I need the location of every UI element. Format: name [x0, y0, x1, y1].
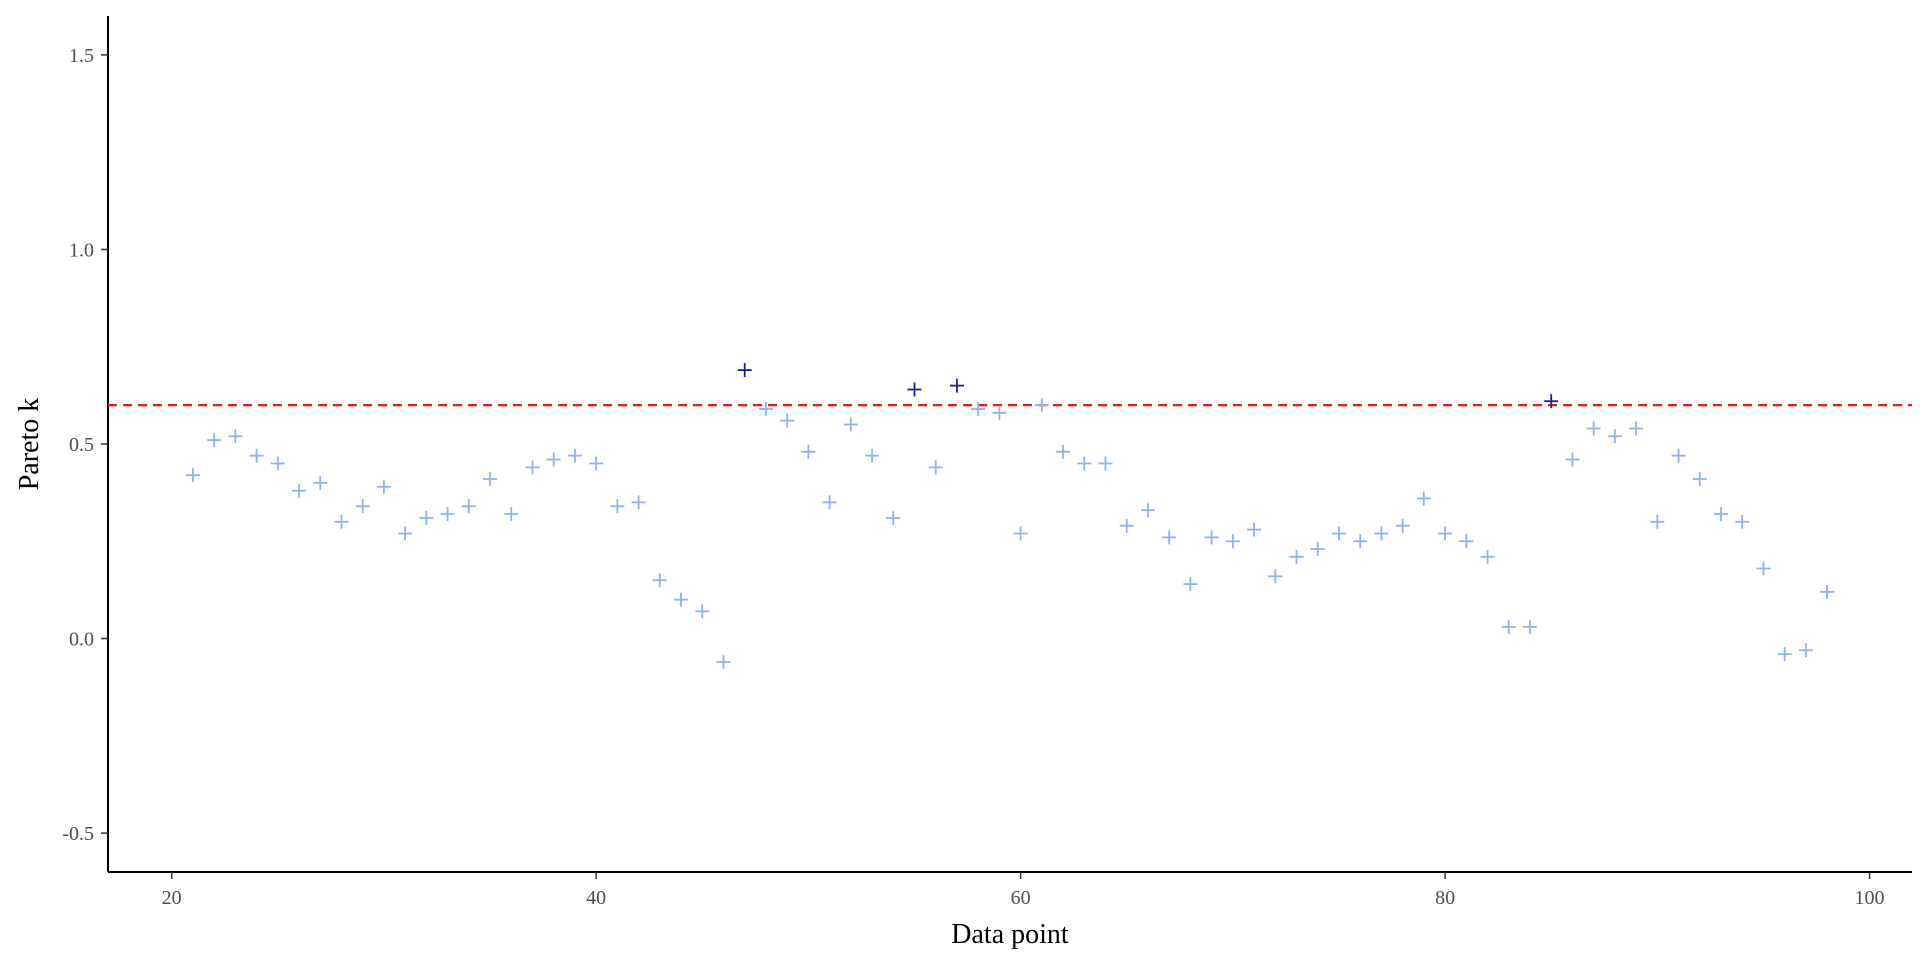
y-tick-label: 1.0: [69, 239, 94, 261]
data-point: [1225, 534, 1240, 549]
data-point: [801, 444, 816, 459]
data-point: [1586, 421, 1601, 436]
data-point: [1798, 643, 1813, 658]
data-point: [589, 456, 604, 471]
data-point: [1331, 526, 1346, 541]
data-point: [185, 468, 200, 483]
data-point: [758, 401, 773, 416]
data-point: [228, 429, 243, 444]
data-point: [1459, 534, 1474, 549]
data-point: [1438, 526, 1453, 541]
data-point: [1310, 542, 1325, 557]
data-point: [780, 413, 795, 428]
y-tick-label: 1.5: [69, 45, 94, 67]
data-point: [483, 472, 498, 487]
data-point: [1650, 514, 1665, 529]
data-point: [1777, 647, 1792, 662]
data-point: [419, 510, 434, 525]
data-point: [398, 526, 413, 541]
data-point: [355, 499, 370, 514]
data-point: [1034, 398, 1049, 413]
data-point: [440, 507, 455, 522]
data-point: [249, 448, 264, 463]
y-tick-label: -0.5: [62, 823, 94, 845]
data-point: [652, 573, 667, 588]
data-point: [1013, 526, 1028, 541]
data-point: [1629, 421, 1644, 436]
data-point: [928, 460, 943, 475]
data-point: [886, 510, 901, 525]
data-point: [1544, 394, 1559, 409]
data-point: [843, 417, 858, 432]
data-point: [1671, 448, 1686, 463]
data-point: [1756, 561, 1771, 576]
data-point: [1820, 584, 1835, 599]
data-point: [1480, 549, 1495, 564]
data-point: [1247, 522, 1262, 537]
y-axis-title: Pareto k: [14, 398, 45, 491]
data-point: [1119, 518, 1134, 533]
data-point: [631, 495, 646, 510]
y-ticks: -0.5 0.0 0.5 1.0 1.5: [62, 45, 108, 845]
data-point: [313, 475, 328, 490]
data-point: [1056, 444, 1071, 459]
y-tick-label: 0.0: [69, 629, 94, 651]
data-point: [270, 456, 285, 471]
data-point: [1162, 530, 1177, 545]
data-point: [546, 452, 561, 467]
x-tick-label: 60: [1011, 887, 1031, 909]
data-point: [292, 483, 307, 498]
data-point: [822, 495, 837, 510]
data-point: [525, 460, 540, 475]
data-point: [1735, 514, 1750, 529]
data-point: [1692, 472, 1707, 487]
data-point: [334, 514, 349, 529]
data-point: [1140, 503, 1155, 518]
data-point: [737, 363, 752, 378]
data-point: [716, 654, 731, 669]
data-point: [907, 382, 922, 397]
x-tick-label: 80: [1435, 887, 1455, 909]
axes: [107, 16, 1912, 873]
data-points: [185, 363, 1835, 669]
x-tick-label: 20: [162, 887, 182, 909]
data-point: [1374, 526, 1389, 541]
data-point: [1098, 456, 1113, 471]
data-point: [865, 448, 880, 463]
x-axis-title: Data point: [951, 919, 1069, 950]
data-point: [1522, 619, 1537, 634]
data-point: [376, 479, 391, 494]
data-point: [971, 401, 986, 416]
data-point: [992, 405, 1007, 420]
x-tick-label: 40: [586, 887, 606, 909]
data-point: [695, 604, 710, 619]
data-point: [1353, 534, 1368, 549]
data-point: [1289, 549, 1304, 564]
x-ticks: 20 40 60 80 100: [162, 872, 1885, 909]
data-point: [1183, 577, 1198, 592]
data-point: [207, 433, 222, 448]
data-point: [1416, 491, 1431, 506]
data-point: [1713, 507, 1728, 522]
data-point: [1607, 429, 1622, 444]
data-point: [949, 378, 964, 393]
data-point: [674, 592, 689, 607]
data-point: [1268, 569, 1283, 584]
data-point: [567, 448, 582, 463]
data-point: [504, 507, 519, 522]
data-point: [610, 499, 625, 514]
data-point: [1395, 518, 1410, 533]
y-tick-label: 0.5: [69, 434, 94, 456]
data-point: [1204, 530, 1219, 545]
x-tick-label: 100: [1855, 887, 1885, 909]
data-point: [1565, 452, 1580, 467]
data-point: [1501, 619, 1516, 634]
data-point: [461, 499, 476, 514]
data-point: [1077, 456, 1092, 471]
